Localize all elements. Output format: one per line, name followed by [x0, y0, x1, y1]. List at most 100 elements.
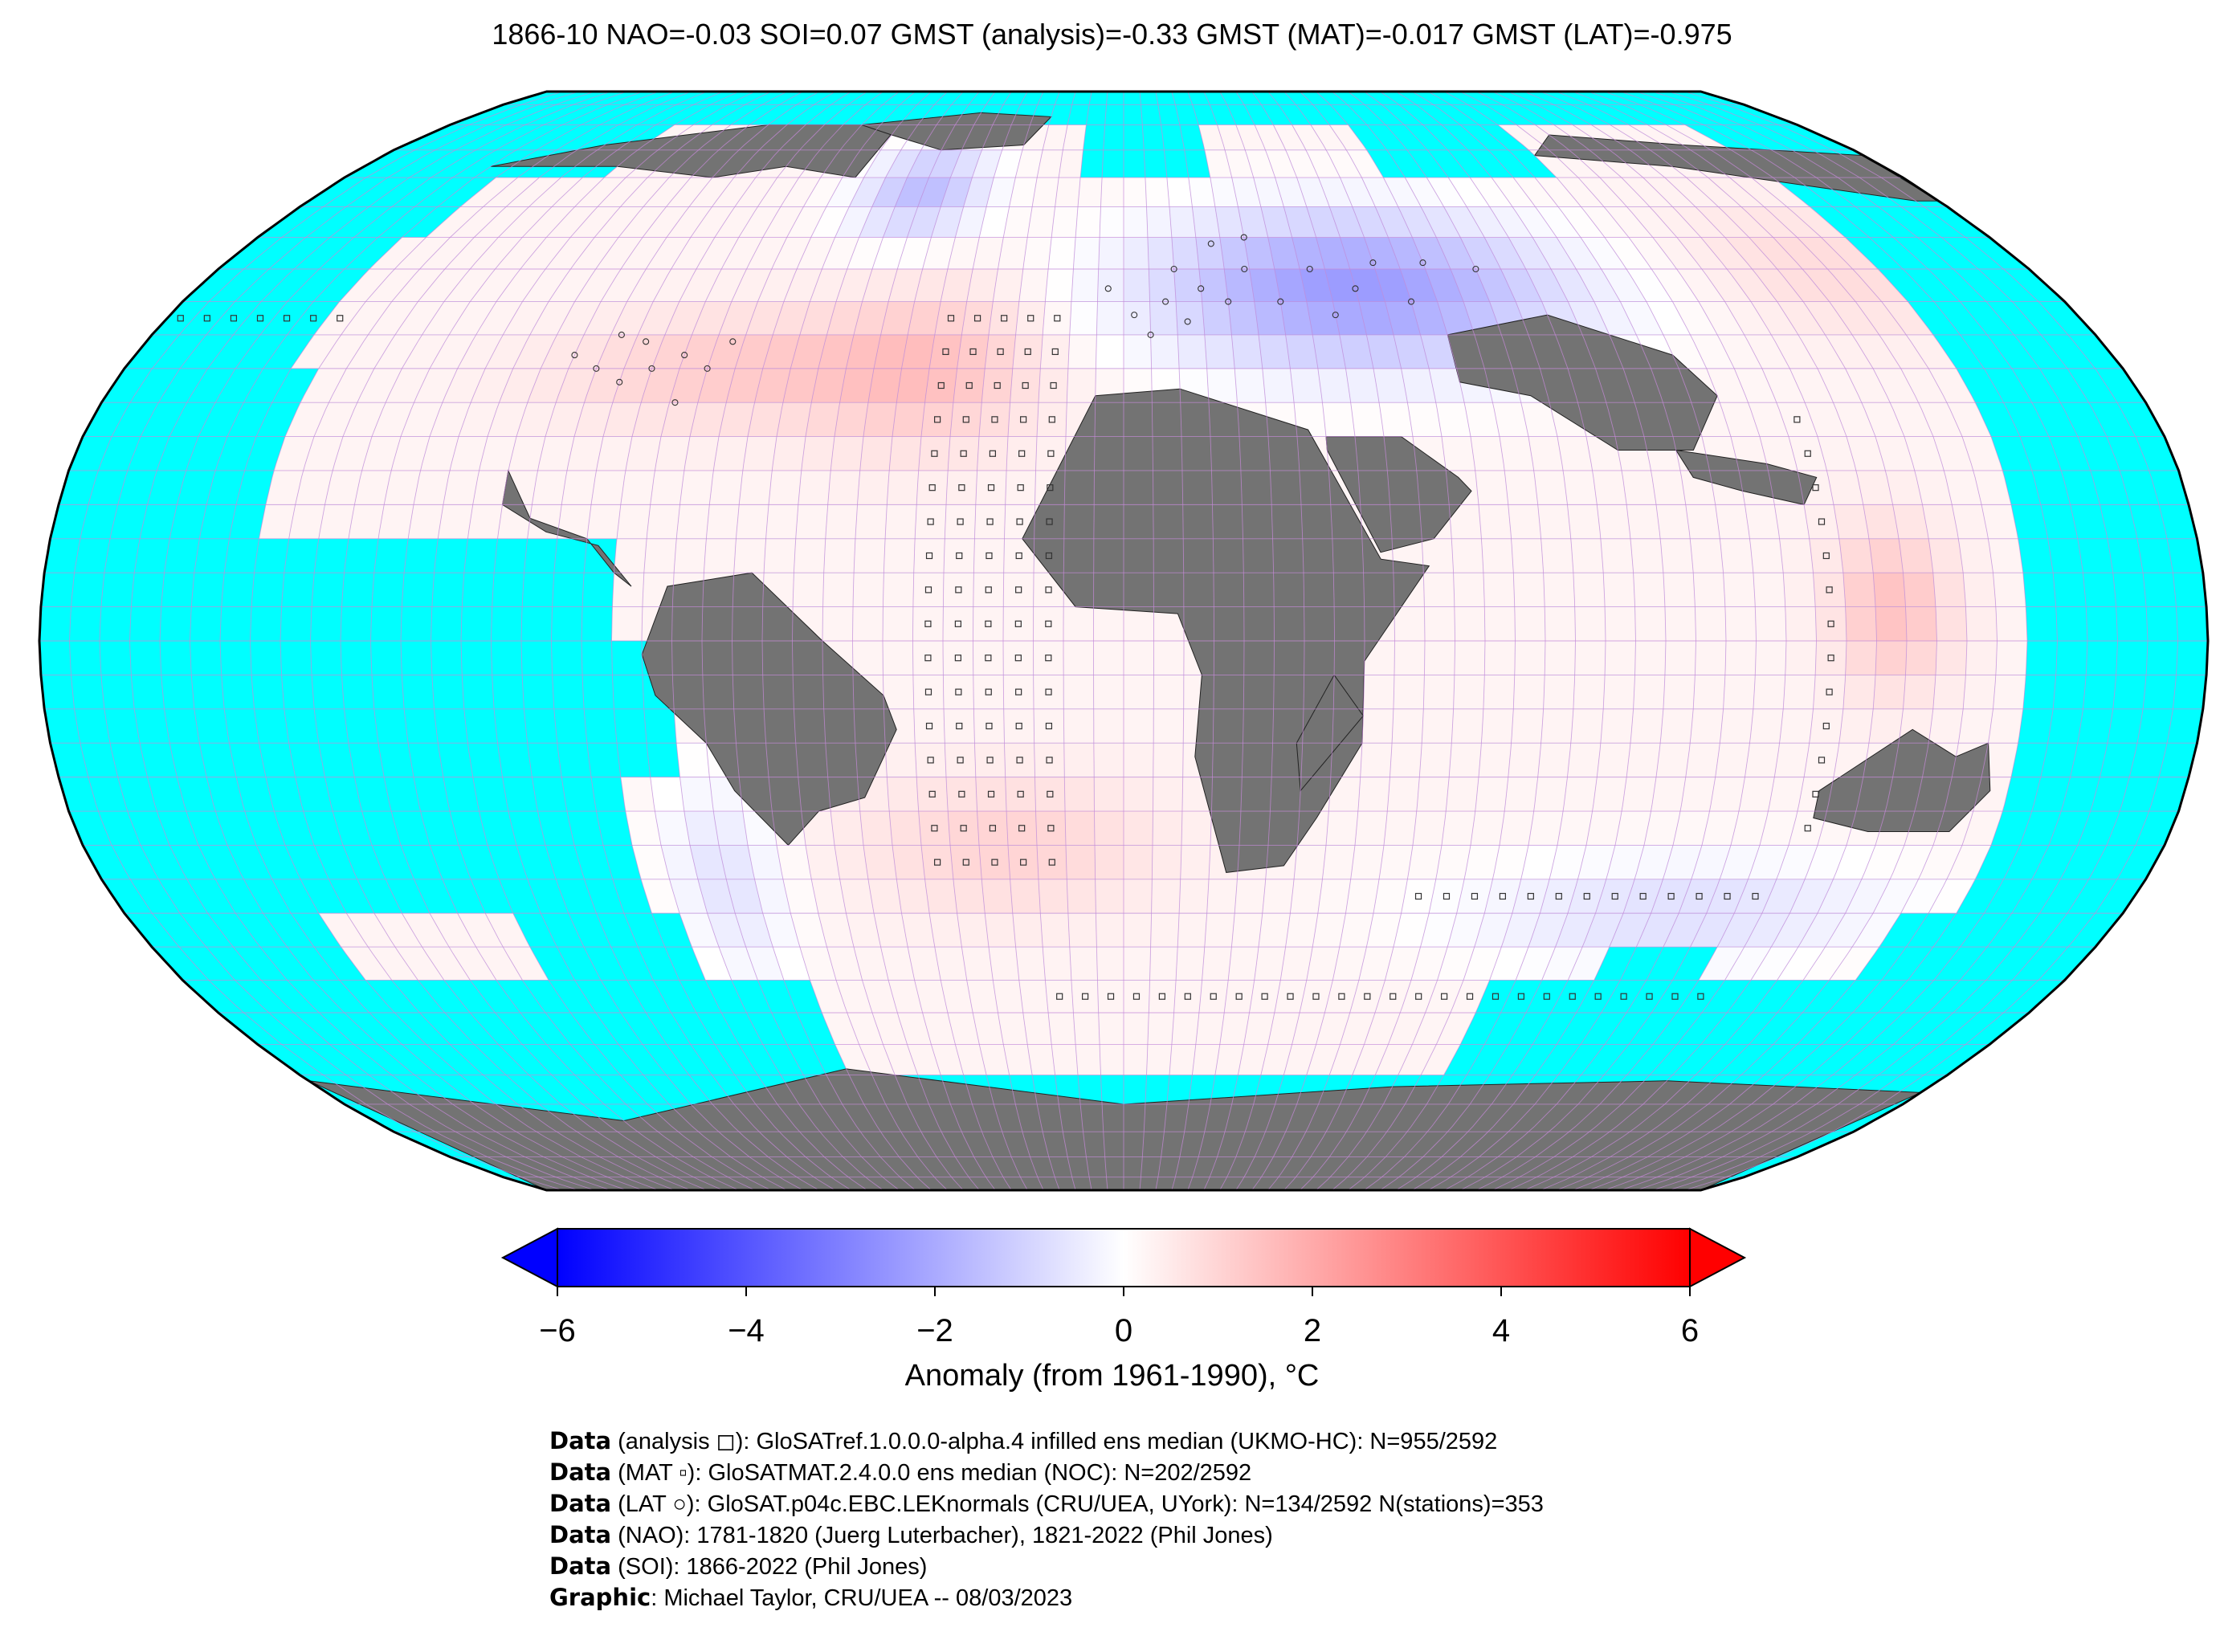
- anomaly-cell: [1456, 879, 1493, 914]
- anomaly-cell: [908, 301, 941, 335]
- anomaly-cell: [1464, 402, 1500, 437]
- anomaly-cell: [265, 471, 304, 505]
- anomaly-cell: [1238, 1044, 1268, 1075]
- anomaly-cell: [1475, 471, 1508, 505]
- anomaly-cell: [601, 269, 647, 302]
- mat-observation-marker: [937, 381, 945, 390]
- anomaly-cell: [1551, 269, 1594, 302]
- anomaly-cell: [941, 980, 973, 1013]
- anomaly-cell: [1606, 845, 1644, 879]
- anomaly-cell: [1437, 947, 1475, 981]
- anomaly-cell: [1100, 1044, 1124, 1075]
- anomaly-cell: [1783, 675, 1816, 709]
- anomaly-cell: [862, 980, 898, 1013]
- anomaly-cell: [1783, 573, 1816, 607]
- graticule-meridian: [1283, 92, 1426, 1190]
- anomaly-cell: [1663, 675, 1696, 709]
- anomaly-cell: [1729, 177, 1788, 207]
- graticule-meridian: [912, 92, 1012, 1190]
- anomaly-cell: [1034, 708, 1064, 744]
- anomaly-cell: [414, 471, 450, 505]
- anomaly-cell: [1177, 913, 1207, 948]
- anomaly-cell: [769, 471, 802, 505]
- anomaly-cell: [1169, 206, 1196, 238]
- anomaly-cell: [1504, 777, 1538, 811]
- anomaly-cell: [735, 913, 773, 948]
- anomaly-cell: [532, 471, 567, 505]
- anomaly-cell: [735, 334, 773, 369]
- anomaly-cell: [966, 269, 998, 302]
- anomaly-cell: [1411, 947, 1448, 981]
- anomaly-cell: [1003, 538, 1034, 573]
- land-no-data-region: [501, 469, 632, 587]
- colorbar-tick-label: 6: [1680, 1313, 1700, 1348]
- anomaly-cell: [1205, 149, 1232, 177]
- anomaly-cell: [1149, 947, 1178, 981]
- anomaly-cell: [1177, 334, 1207, 369]
- anomaly-cell: [612, 573, 644, 607]
- anomaly-cell: [1003, 606, 1034, 641]
- anomaly-cell: [1751, 177, 1810, 207]
- anomaly-cell: [1124, 1044, 1148, 1075]
- graticule-meridian: [1508, 92, 1847, 1190]
- anomaly-cell: [667, 206, 712, 238]
- anomaly-cell: [1508, 743, 1541, 777]
- anomaly-cell: [1557, 177, 1605, 207]
- anomaly-cell: [777, 402, 812, 437]
- land-station-marker: [1131, 312, 1138, 319]
- anomaly-cell: [498, 206, 552, 238]
- mat-observation-marker: [1132, 993, 1141, 1000]
- anomaly-cell: [736, 504, 769, 539]
- anomaly-cell: [993, 269, 1023, 302]
- graticule-meridian: [1411, 92, 1667, 1190]
- anomaly-cell: [1904, 436, 1944, 471]
- anomaly-cell: [1958, 538, 1993, 573]
- land-station-marker: [1225, 298, 1232, 305]
- anomaly-cell: [1340, 237, 1376, 269]
- anomaly-cell: [846, 334, 881, 369]
- anomaly-cell: [839, 368, 874, 403]
- anomaly-cell: [1195, 237, 1225, 269]
- graticule-meridian: [1475, 92, 1787, 1190]
- mat-observation-marker: [1024, 348, 1031, 356]
- anomaly-cell: [924, 879, 957, 914]
- anomaly-cell: [690, 845, 727, 879]
- anomaly-cell: [1447, 913, 1485, 948]
- anomaly-cell: [679, 913, 719, 948]
- anomaly-cell: [1243, 1013, 1275, 1045]
- anomaly-cell: [1149, 980, 1177, 1013]
- anomaly-cell: [1805, 402, 1847, 437]
- anomaly-cell: [1993, 573, 2026, 607]
- graticule-meridian: [340, 92, 708, 1190]
- anomaly-cell: [1581, 237, 1627, 269]
- anomaly-cell: [811, 368, 847, 403]
- anomaly-cell: [1715, 743, 1750, 777]
- anomaly-cell: [1869, 538, 1904, 573]
- anomaly-cell: [620, 237, 667, 269]
- anomaly-cell: [1470, 177, 1513, 207]
- anomaly-cell: [620, 177, 670, 207]
- anomaly-cell: [1537, 504, 1571, 539]
- anomaly-cell: [1300, 980, 1333, 1013]
- anomaly-cell: [966, 980, 998, 1013]
- anomaly-cell: [913, 708, 945, 744]
- anomaly-cell: [1724, 301, 1772, 335]
- mat-observation-marker: [1646, 993, 1653, 1000]
- mat-observation-marker: [1015, 586, 1022, 593]
- anomaly-cell: [1947, 845, 1991, 879]
- anomaly-cell: [946, 471, 977, 505]
- anomaly-cell: [632, 402, 670, 437]
- anomaly-cell: [479, 436, 516, 471]
- anomaly-cell: [934, 947, 967, 981]
- anomaly-cell: [979, 845, 1010, 879]
- anomaly-cell: [341, 947, 392, 981]
- anomaly-cell: [1644, 811, 1681, 846]
- mat-observation-marker: [965, 381, 973, 390]
- anomaly-cell: [1672, 206, 1725, 238]
- anomaly-cell: [1699, 947, 1745, 981]
- anomaly-cell: [1537, 743, 1571, 777]
- anomaly-cell: [1294, 845, 1326, 879]
- credit-line: Data (LAT ○): GloSAT.p04c.EBC.LEKnormals…: [549, 1488, 1544, 1519]
- anomaly-cell: [1597, 504, 1631, 539]
- anomaly-cell: [1124, 947, 1151, 981]
